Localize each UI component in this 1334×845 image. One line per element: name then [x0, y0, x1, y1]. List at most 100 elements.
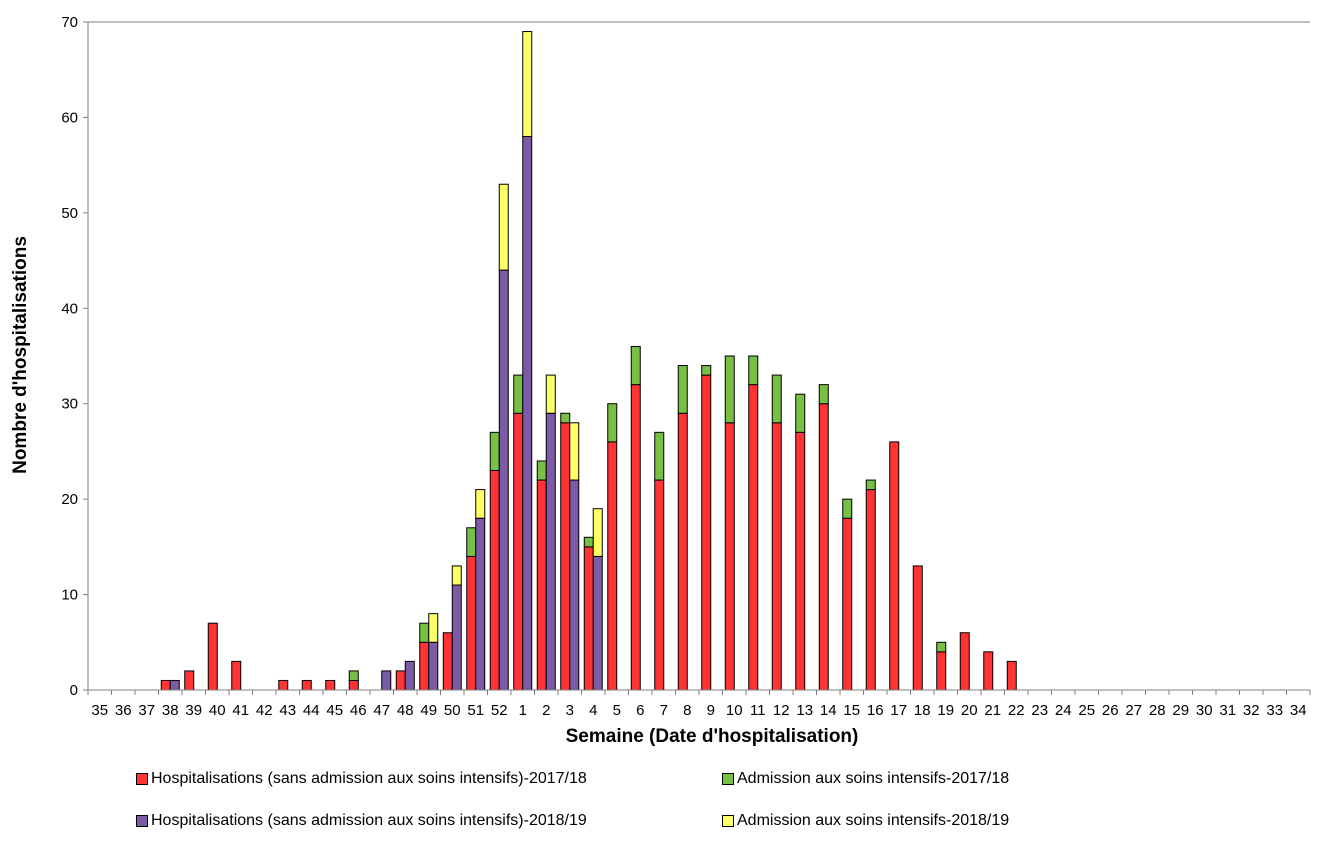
bar-segment [278, 679, 289, 691]
bar-segment [169, 679, 180, 691]
bar-segment [630, 384, 641, 691]
x-tick-label: 21 [984, 702, 1001, 719]
bar-segment [184, 670, 195, 691]
bar-segment [301, 679, 312, 691]
bar-segment [442, 632, 453, 691]
x-tick-label: 50 [444, 702, 461, 719]
bar-segment [522, 31, 533, 138]
bar-segment [936, 651, 947, 691]
bar-segment [701, 365, 712, 376]
bar-segment [842, 517, 853, 691]
x-tick-label: 37 [138, 702, 155, 719]
legend-label: Admission aux soins intensifs-2018/19 [737, 812, 1010, 829]
bar-segment [630, 345, 641, 386]
x-tick-label: 48 [397, 702, 414, 719]
x-tick-label: 15 [843, 702, 860, 719]
legend-swatch [136, 815, 148, 827]
x-tick-label: 1 [519, 702, 527, 719]
bar-segment [489, 470, 500, 691]
bar-segment [865, 479, 876, 491]
bar-segment [795, 431, 806, 691]
x-tick-label: 25 [1078, 702, 1095, 719]
x-tick-label: 17 [890, 702, 907, 719]
x-tick-label: 5 [613, 702, 621, 719]
x-tick-label: 29 [1172, 702, 1189, 719]
bar-segment [818, 384, 829, 405]
bar-segment [592, 508, 603, 557]
legend-swatch [722, 815, 734, 827]
x-tick-label: 23 [1031, 702, 1048, 719]
y-axis-title: Nombre d'hospitalisations [10, 236, 31, 474]
x-tick-label: 43 [279, 702, 296, 719]
bar-segment [677, 365, 688, 414]
x-tick-label: 40 [209, 702, 226, 719]
bar-segment [983, 651, 994, 691]
bar-segment [475, 517, 486, 691]
bar-segment [381, 670, 392, 691]
y-tick-label: 60 [61, 109, 78, 126]
bar-segment [498, 269, 509, 691]
legend-swatch [136, 773, 148, 785]
x-tick-label: 51 [467, 702, 484, 719]
x-tick-label: 14 [820, 702, 837, 719]
bar-segment [607, 441, 618, 691]
x-tick-label: 22 [1008, 702, 1025, 719]
bar-segment [348, 679, 359, 691]
bar-segment [748, 384, 759, 691]
bar-segment [513, 412, 524, 691]
bar-segment [959, 632, 970, 691]
y-tick-label: 20 [61, 491, 78, 508]
bar-segment [583, 536, 594, 548]
x-tick-label: 6 [636, 702, 644, 719]
bar-segment [498, 183, 509, 271]
bar-segment [771, 374, 782, 424]
bar-segment [231, 660, 242, 691]
x-tick-label: 10 [726, 702, 743, 719]
bar-segment [795, 393, 806, 433]
bar-segment [475, 489, 486, 519]
legend-item: Hospitalisations (sans admission aux soi… [136, 770, 587, 788]
x-tick-label: 41 [232, 702, 249, 719]
x-tick-label: 3 [566, 702, 574, 719]
bar-segment [428, 613, 439, 643]
bar-segment [545, 374, 556, 414]
bar-segment [583, 546, 594, 691]
bar-segment [1006, 660, 1017, 691]
bar-segment [607, 403, 618, 443]
y-tick-label: 50 [61, 205, 78, 222]
bar-segment [889, 441, 900, 691]
x-tick-label: 13 [796, 702, 813, 719]
bar-segment [654, 431, 665, 481]
x-tick-label: 8 [683, 702, 691, 719]
x-tick-label: 26 [1102, 702, 1119, 719]
bar-segment [466, 527, 477, 557]
legend-label: Admission aux soins intensifs-2017/18 [737, 770, 1010, 787]
legend-item: Admission aux soins intensifs-2018/19 [722, 812, 1009, 830]
x-tick-label: 39 [185, 702, 202, 719]
bar-segment [560, 422, 571, 691]
legend-label: Hospitalisations (sans admission aux soi… [151, 770, 587, 787]
bars-layer [160, 31, 1017, 691]
x-tick-label: 52 [491, 702, 508, 719]
x-tick-label: 49 [420, 702, 437, 719]
bar-segment [395, 670, 406, 691]
bar-segment [325, 679, 336, 691]
x-tick-label: 36 [115, 702, 132, 719]
bar-segment [489, 431, 500, 472]
bar-segment [592, 555, 603, 691]
bar-segment [536, 479, 547, 691]
x-tick-label: 44 [303, 702, 320, 719]
x-tick-label: 4 [589, 702, 597, 719]
x-tick-label: 32 [1243, 702, 1260, 719]
bar-segment [677, 412, 688, 691]
legend-item: Admission aux soins intensifs-2017/18 [722, 770, 1009, 788]
bar-segment [451, 565, 462, 586]
bar-segment [348, 670, 359, 681]
x-tick-label: 24 [1055, 702, 1072, 719]
bar-segment [654, 479, 665, 691]
bar-segment [842, 498, 853, 519]
x-tick-label: 28 [1149, 702, 1166, 719]
bar-segment [724, 422, 735, 691]
bar-segment [160, 679, 171, 691]
